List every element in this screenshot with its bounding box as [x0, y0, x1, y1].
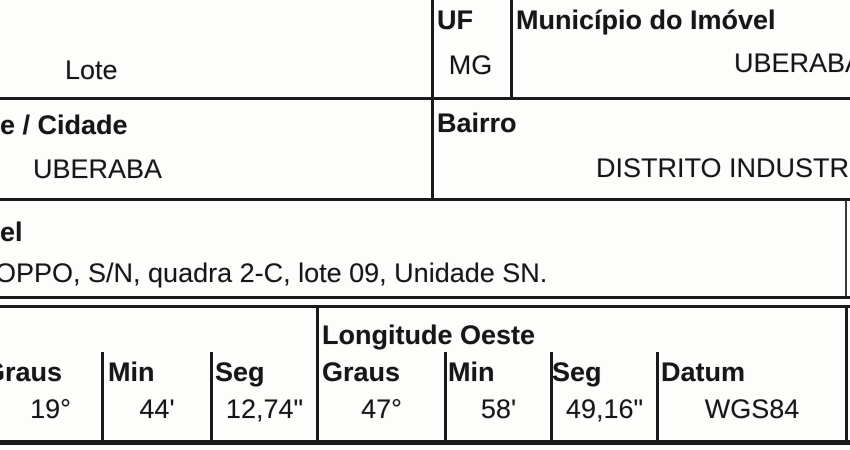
cidade-label: e / Cidade	[0, 110, 128, 140]
lat-graus-value: 19°	[30, 394, 71, 424]
datum-header: Datum	[661, 357, 746, 387]
endereco-value: OPPO, S/N, quadra 2-C, lote 09, Unidade …	[0, 258, 548, 288]
lat-min-value: 44'	[139, 394, 175, 424]
divider-coords-table-top	[0, 305, 850, 308]
divider-row2-bottom	[0, 198, 850, 201]
uf-label: UF	[437, 5, 473, 35]
divider-vertical-datum-left	[656, 352, 659, 440]
cidade-value: UBERABA	[33, 154, 163, 184]
divider-row1-bottom	[0, 97, 850, 100]
lon-graus-value: 47°	[361, 394, 402, 424]
bairro-label: Bairro	[437, 108, 517, 138]
divider-vertical-row3-right	[845, 201, 847, 296]
divider-vertical-lat-seg-left	[210, 352, 213, 440]
divider-vertical-lon-seg-left	[550, 352, 553, 440]
divider-vertical-coords-table-right	[845, 305, 848, 443]
lote-value: Lote	[65, 55, 118, 85]
endereco-label: el	[0, 217, 23, 247]
lon-graus-header: Graus	[322, 357, 401, 387]
municipio-value: UBERABA	[734, 48, 850, 78]
lon-seg-header: Seg	[552, 357, 602, 387]
lon-min-value: 58'	[480, 394, 517, 424]
divider-vertical-lat-min-left	[101, 352, 104, 440]
lat-seg-value: 12,74"	[225, 394, 304, 424]
datum-value: WGS84	[704, 394, 800, 424]
divider-coords-table-bottom	[0, 440, 850, 445]
lon-seg-value: 49,16"	[565, 394, 644, 424]
lon-min-header: Min	[448, 357, 495, 387]
uf-value: MG	[448, 50, 493, 80]
longitude-oeste-group-label: Longitude Oeste	[322, 320, 536, 350]
divider-vertical-lon-min-left	[444, 352, 447, 440]
lat-min-header: Min	[108, 357, 155, 387]
divider-vertical-municipio-left	[510, 0, 513, 97]
divider-vertical-longitude-group-left	[316, 305, 319, 440]
lat-seg-header: Seg	[215, 357, 265, 387]
divider-row3-bottom	[0, 296, 850, 299]
bairro-value: DISTRITO INDUSTRIAL	[596, 153, 850, 183]
municipio-label: Município do Imóvel	[516, 5, 776, 35]
lat-graus-header: Graus	[0, 357, 63, 387]
